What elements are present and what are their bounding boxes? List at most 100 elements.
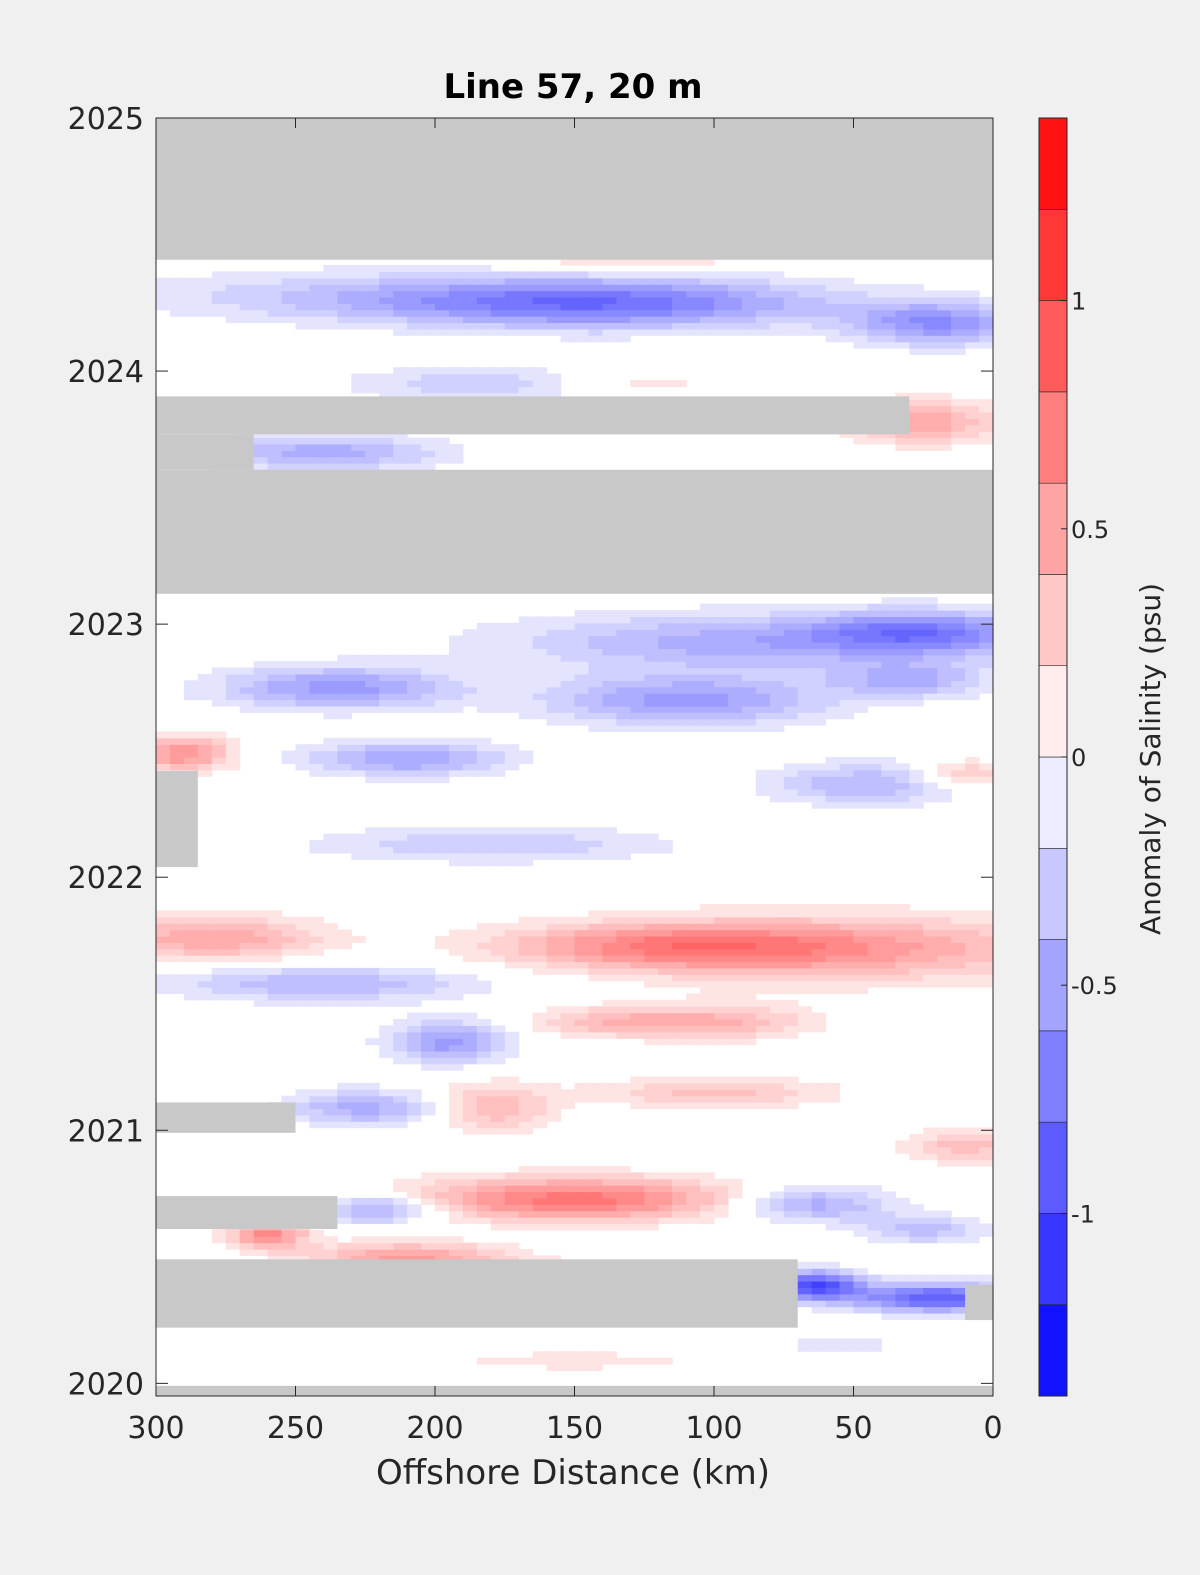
heatmap-cell [672,686,687,694]
heatmap-cell [532,367,548,375]
heatmap-cell [644,1025,659,1033]
heatmap-cell [672,712,687,720]
heatmap-cell [365,846,380,854]
heatmap-cell [727,929,743,937]
heatmap-cell [951,335,966,343]
heatmap-cell [700,1217,715,1225]
heatmap-cell [672,961,687,969]
heatmap-cell [797,661,813,669]
heatmap-cell [839,648,855,656]
heatmap-cell [797,622,813,630]
heatmap-cell [462,1057,478,1065]
heatmap-cell [727,712,743,720]
heatmap-cell [239,673,255,681]
heatmap-cell [351,846,366,854]
heatmap-cell [211,296,227,304]
heatmap-cell [909,424,924,432]
heatmap-cell [379,776,394,784]
heatmap-cell [393,309,408,317]
heatmap-cell [546,661,562,669]
heatmap-cell [518,948,534,956]
heatmap-cell [630,693,645,701]
heatmap-cell [407,450,422,458]
heatmap-cell [727,1018,743,1026]
heatmap-cell [714,277,729,285]
heatmap-cell [337,450,352,458]
heatmap-cell [225,309,241,317]
heatmap-cell [811,980,827,988]
heatmap-cell [504,1204,520,1212]
heatmap-cell [421,264,436,272]
heatmap-cell [741,1102,757,1110]
heatmap-cell [658,840,673,848]
heatmap-cell [937,923,952,931]
heatmap-cell [365,654,380,662]
heatmap-cell [644,718,659,726]
heatmap-cell [309,1095,324,1103]
colorbar-label: Anomaly of Salinity (psu) [1134,583,1167,935]
heatmap-cell [323,833,338,841]
heatmap-cell [727,1089,743,1097]
heatmap-cell [435,373,450,381]
heatmap-cell [700,277,715,285]
heatmap-cell [574,1172,590,1180]
heatmap-cell [462,367,478,375]
heatmap-cell [769,948,785,956]
heatmap-cell [546,1223,562,1231]
heatmap-cell [323,846,338,854]
heatmap-cell [755,980,771,988]
heatmap-cell [532,961,548,969]
heatmap-cell [295,1249,311,1257]
heatmap-cell [769,328,785,336]
heatmap-cell [253,935,269,943]
heatmap-cell [769,961,785,969]
heatmap-cell [755,654,771,662]
heatmap-cell [476,686,492,694]
x-tick-label: 200 [406,1411,463,1446]
heatmap-cell [490,661,506,669]
heatmap-cell [351,667,366,675]
heatmap-cell [783,1089,799,1097]
heatmap-cell [421,1031,436,1039]
heatmap-cell [616,718,631,726]
heatmap-cell [504,277,520,285]
heatmap-cell [351,431,366,439]
heatmap-cell [741,603,757,611]
heatmap-cell [895,942,910,950]
heatmap-cell [462,1031,478,1039]
heatmap-cell [518,648,534,656]
heatmap-cell [867,1293,882,1301]
heatmap-cell [253,309,269,317]
heatmap-cell [407,757,422,764]
heatmap-cell [853,967,869,975]
heatmap-cell [755,667,771,675]
heatmap-cell [462,648,478,656]
heatmap-cell [462,827,478,835]
heatmap-cell [672,1204,687,1212]
heatmap-cell [672,271,687,279]
heatmap-cell [853,923,869,931]
heatmap-cell [616,846,631,854]
heatmap-cell [714,718,729,726]
heatmap-cell [741,303,757,311]
heatmap-cell [476,648,492,656]
heatmap-cell [951,296,966,304]
heatmap-cell [895,667,910,675]
heatmap-cell [462,373,478,381]
heatmap-cell [490,1050,506,1058]
heatmap-cell [197,693,213,701]
heatmap-cell [923,788,938,796]
heatmap-cell [253,942,269,950]
heatmap-cell [909,680,924,688]
heatmap-cell [741,680,757,688]
heatmap-cell [616,1191,631,1199]
heatmap-cell [323,1249,338,1257]
heatmap-cell [951,309,966,317]
heatmap-cell [462,955,478,963]
heatmap-cell [937,341,952,349]
heatmap-cell [797,903,813,911]
heatmap-cell [672,1025,687,1033]
heatmap-cell [407,673,422,681]
heatmap-cell [602,955,617,963]
heatmap-cell [281,673,297,681]
